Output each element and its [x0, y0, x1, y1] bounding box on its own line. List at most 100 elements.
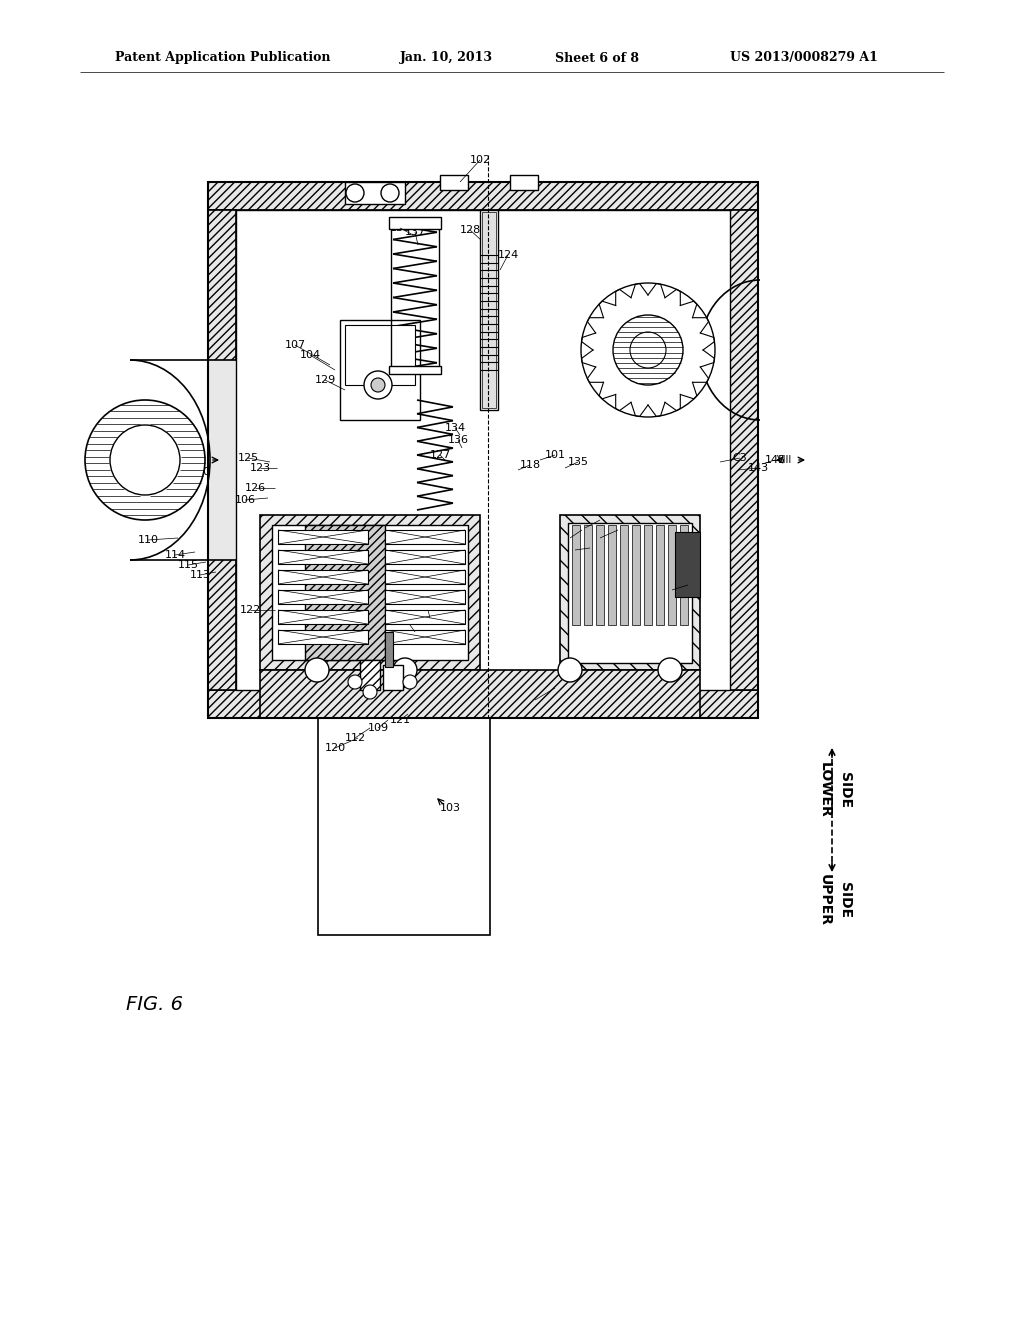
Text: 104: 104 [299, 350, 321, 360]
Text: LOWER: LOWER [818, 762, 831, 818]
Bar [208, 210, 236, 690]
Text: 103: 103 [439, 803, 461, 813]
Text: 140: 140 [189, 467, 211, 477]
Circle shape [381, 183, 399, 202]
Circle shape [371, 378, 385, 392]
Bar [385, 570, 465, 583]
Bar [440, 176, 468, 190]
Text: 143: 143 [748, 463, 769, 473]
Text: 112: 112 [344, 733, 366, 743]
Bar [385, 550, 465, 564]
Circle shape [346, 183, 364, 202]
Bar [208, 360, 236, 560]
Bar [680, 525, 688, 624]
Bar [278, 610, 368, 624]
Bar [385, 610, 465, 624]
Bar [620, 525, 628, 624]
Text: 111: 111 [418, 605, 438, 615]
Bar [608, 525, 616, 624]
Text: 142: 142 [677, 579, 698, 590]
Text: 121: 121 [389, 715, 411, 725]
Text: 110: 110 [607, 525, 629, 535]
Text: C3: C3 [732, 453, 748, 463]
Bar [391, 224, 439, 370]
Circle shape [364, 371, 392, 399]
Text: 127: 127 [429, 450, 451, 459]
Bar [632, 525, 640, 624]
Text: Sheet 6 of 8: Sheet 6 of 8 [555, 51, 639, 65]
Bar [510, 176, 538, 190]
Text: 113: 113 [189, 570, 211, 579]
Bar [385, 531, 465, 544]
Circle shape [348, 675, 362, 689]
Text: 145: 145 [765, 455, 785, 465]
Bar [260, 671, 700, 718]
Text: 106: 106 [234, 495, 256, 506]
Text: 124: 124 [498, 249, 518, 260]
Text: SIDE: SIDE [838, 882, 852, 919]
Text: 102: 102 [469, 154, 490, 165]
Bar [305, 525, 385, 660]
Text: VI: VI [195, 455, 206, 465]
Text: 134: 134 [444, 422, 466, 433]
Text: 136: 136 [447, 436, 469, 445]
Text: 129: 129 [314, 375, 336, 385]
Circle shape [630, 333, 666, 368]
Bar [208, 182, 758, 210]
Bar [278, 531, 368, 544]
Bar [236, 210, 730, 690]
Bar [272, 525, 468, 660]
Bar [345, 325, 415, 385]
Bar [260, 515, 480, 671]
Bar [644, 525, 652, 624]
Circle shape [110, 425, 180, 495]
Text: 123: 123 [250, 463, 270, 473]
Text: 126: 126 [245, 483, 265, 492]
Text: 110: 110 [137, 535, 159, 545]
Text: 125: 125 [238, 453, 259, 463]
Text: 114: 114 [165, 550, 185, 560]
Bar [278, 630, 368, 644]
Text: 117: 117 [580, 543, 600, 553]
Text: 144: 144 [545, 682, 565, 693]
Circle shape [403, 675, 417, 689]
Bar [360, 660, 380, 690]
Bar [383, 665, 403, 690]
Bar [278, 570, 368, 583]
Bar [208, 690, 758, 718]
Text: 118: 118 [519, 459, 541, 470]
Bar [560, 515, 700, 671]
Bar [572, 525, 580, 624]
Bar [318, 715, 490, 935]
Text: 138: 138 [389, 223, 411, 234]
Bar [385, 590, 465, 605]
Circle shape [558, 657, 582, 682]
Circle shape [393, 657, 417, 682]
Text: 101: 101 [545, 450, 565, 459]
Bar [208, 182, 758, 718]
Bar [385, 630, 465, 644]
Circle shape [362, 685, 377, 700]
Text: 120: 120 [325, 743, 345, 752]
Text: 122: 122 [240, 605, 261, 615]
Text: 115: 115 [177, 560, 199, 570]
Text: FIG. 6: FIG. 6 [127, 995, 183, 1015]
Circle shape [85, 400, 205, 520]
Bar [656, 525, 664, 624]
Bar [480, 210, 498, 411]
Bar [730, 210, 758, 690]
Text: 105: 105 [590, 515, 610, 525]
Bar [596, 525, 604, 624]
Bar [345, 182, 406, 205]
Bar [482, 213, 496, 408]
Text: 128: 128 [460, 224, 480, 235]
Text: US 2013/0008279 A1: US 2013/0008279 A1 [730, 51, 878, 65]
Text: 116: 116 [571, 525, 593, 535]
Text: 135: 135 [567, 457, 589, 467]
Text: 109: 109 [368, 723, 388, 733]
Text: Jan. 10, 2013: Jan. 10, 2013 [400, 51, 493, 65]
Text: 107: 107 [285, 341, 305, 350]
Text: SIDE: SIDE [838, 772, 852, 808]
Bar [584, 525, 592, 624]
Circle shape [581, 282, 715, 417]
